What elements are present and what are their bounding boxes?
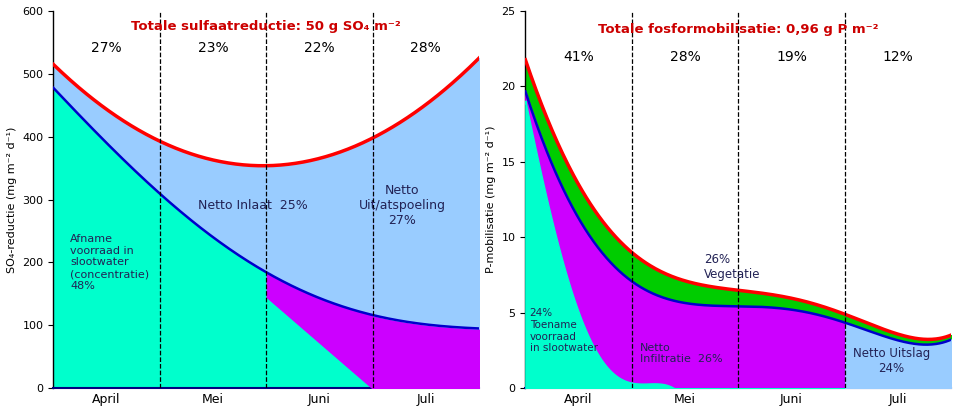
Text: 26%
Vegetatie: 26% Vegetatie bbox=[704, 254, 761, 282]
Text: Netto Inlaat  25%: Netto Inlaat 25% bbox=[198, 199, 308, 212]
Y-axis label: SO₄-reductie (mg m⁻² d⁻¹): SO₄-reductie (mg m⁻² d⁻¹) bbox=[7, 126, 17, 273]
Text: 12%: 12% bbox=[882, 50, 913, 64]
Y-axis label: P-mobilisatie (mg m⁻² d⁻¹): P-mobilisatie (mg m⁻² d⁻¹) bbox=[486, 126, 496, 273]
Text: 41%: 41% bbox=[563, 50, 594, 64]
Text: 24%
Toename
voorraad
in slootwater: 24% Toename voorraad in slootwater bbox=[530, 309, 598, 353]
Text: 19%: 19% bbox=[776, 50, 807, 64]
Text: 22%: 22% bbox=[304, 41, 334, 55]
Text: 23%: 23% bbox=[197, 41, 228, 55]
Text: Totale fosformobilisatie: 0,96 g P m⁻²: Totale fosformobilisatie: 0,96 g P m⁻² bbox=[598, 23, 878, 36]
Text: 27%: 27% bbox=[91, 41, 122, 55]
Text: Netto
Uit/atspoeling
27%: Netto Uit/atspoeling 27% bbox=[359, 184, 445, 228]
Text: Netto Uitslag
24%: Netto Uitslag 24% bbox=[853, 347, 930, 375]
Text: Totale sulfaatreductie: 50 g SO₄ m⁻²: Totale sulfaatreductie: 50 g SO₄ m⁻² bbox=[131, 20, 401, 33]
Text: Netto
Infiltratie  26%: Netto Infiltratie 26% bbox=[640, 343, 723, 364]
Text: 28%: 28% bbox=[410, 41, 442, 55]
Text: 28%: 28% bbox=[670, 50, 700, 64]
Text: Afname
voorraad in
slootwater
(concentratie)
48%: Afname voorraad in slootwater (concentra… bbox=[70, 234, 149, 291]
